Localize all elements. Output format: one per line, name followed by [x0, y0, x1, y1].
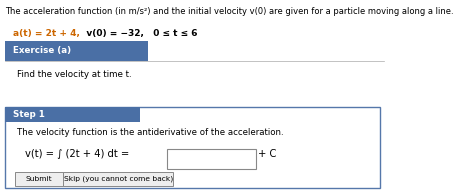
- Text: a(t) = 2t + 4,: a(t) = 2t + 4,: [13, 29, 80, 38]
- FancyBboxPatch shape: [15, 172, 63, 186]
- Text: Skip (you cannot come back): Skip (you cannot come back): [64, 176, 173, 182]
- FancyBboxPatch shape: [5, 107, 140, 122]
- FancyBboxPatch shape: [5, 41, 148, 61]
- Text: The acceleration function (in m/s²) and the initial velocity v(0) are given for : The acceleration function (in m/s²) and …: [5, 7, 454, 16]
- FancyBboxPatch shape: [5, 107, 380, 188]
- Text: + C: + C: [258, 149, 277, 159]
- FancyBboxPatch shape: [63, 172, 173, 186]
- FancyBboxPatch shape: [167, 149, 256, 169]
- Text: The velocity function is the antiderivative of the acceleration.: The velocity function is the antiderivat…: [17, 128, 283, 138]
- Text: Find the velocity at time t.: Find the velocity at time t.: [17, 70, 131, 79]
- Text: v(0) = −32,   0 ≤ t ≤ 6: v(0) = −32, 0 ≤ t ≤ 6: [77, 29, 197, 38]
- Text: v(t) = ∫ (2t + 4) dt =: v(t) = ∫ (2t + 4) dt =: [25, 149, 129, 159]
- Text: Submit: Submit: [26, 176, 53, 182]
- Text: Exercise (a): Exercise (a): [13, 46, 71, 55]
- Text: Step 1: Step 1: [13, 110, 45, 119]
